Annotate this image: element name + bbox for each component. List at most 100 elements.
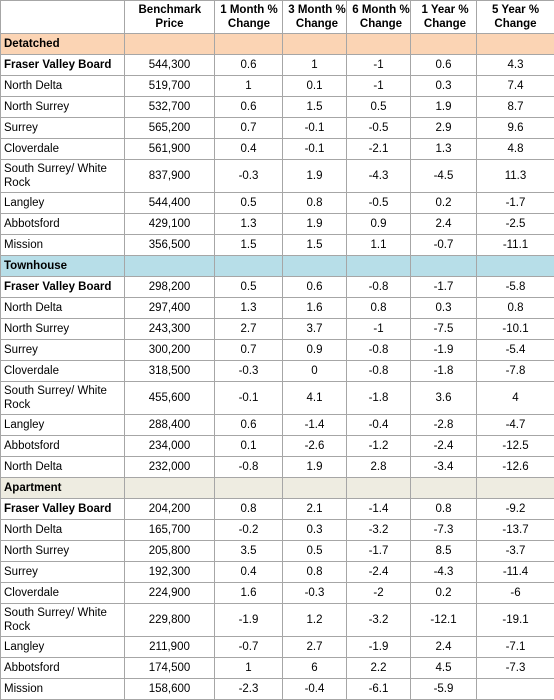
value-cell: 288,400 [124,414,215,436]
value-cell: 234,000 [124,435,215,457]
region-name: Surrey [0,339,125,361]
section-cell [214,255,283,277]
column-header-text: Benchmark Price [138,4,202,30]
value-cell: 0.8 [346,297,411,319]
region-name: Mission [0,234,125,256]
region-name: Langley [0,192,125,214]
value-cell: 519,700 [124,75,215,97]
column-header: 6 Month % Change [346,0,411,34]
section-cell [282,33,347,55]
region-name: Langley [0,636,125,658]
value-cell: 192,300 [124,561,215,583]
data-row: North Delta 297,400 1.3 1.6 0.8 0.3 0.8 [0,297,554,319]
value-cell: -2.1 [346,138,411,160]
value-cell: 837,900 [124,159,215,193]
value-cell: 2.2 [346,657,411,679]
value-cell: -6.1 [346,678,411,700]
value-cell: -0.3 [282,582,347,604]
value-cell: 0.9 [346,213,411,235]
value-cell: -1.9 [214,603,283,637]
data-row: North Delta 519,700 1 0.1 -1 0.3 7.4 [0,75,554,97]
value-cell: 1.6 [282,297,347,319]
value-cell: 4.8 [476,138,554,160]
data-row: Fraser Valley Board 204,200 0.8 2.1 -1.4 0.8-… [0,498,554,520]
value-cell: -1.9 [346,636,411,658]
value-cell: -0.7 [214,636,283,658]
section-cell [476,33,554,55]
value-cell: 11.3 [476,159,554,193]
data-row: Fraser Valley Board 544,300 0.6 1 -1 0.6 4.3 [0,54,554,76]
value-cell: 1.1 [346,234,411,256]
section-cell [410,33,477,55]
section-cell [346,477,411,499]
value-cell: -0.4 [346,414,411,436]
value-cell: -0.8 [346,339,411,361]
section-cell [476,477,554,499]
value-cell: 4.1 [282,381,347,415]
value-cell: 1.9 [282,159,347,193]
value-cell: -7.8 [476,360,554,382]
value-cell: 561,900 [124,138,215,160]
value-cell: 0.2 [410,192,477,214]
value-cell: 1.9 [282,456,347,478]
value-cell: 7.4 [476,75,554,97]
data-row: Cloverdale 224,900 1.6 -0.3 -2 0.2 -6 [0,582,554,604]
value-cell: -12.1 [410,603,477,637]
value-cell: -2.4 [346,561,411,583]
value-cell: 232,000 [124,456,215,478]
region-name: Langley [0,414,125,436]
value-cell: -7.5 [410,318,477,340]
region-name: North Delta [0,519,125,541]
value-cell: 544,300 [124,54,215,76]
value-cell: 174,500 [124,657,215,679]
value-cell: -2 [346,582,411,604]
region-name: Surrey [0,117,125,139]
value-cell: 205,800 [124,540,215,562]
value-cell: -4.3 [410,561,477,583]
section-cell [214,477,283,499]
value-cell: -4.7 [476,414,554,436]
data-row: Langley 544,400 0.5 0.8 -0.5 0.2 -1.7 [0,192,554,214]
section-row: Detatched [0,33,554,55]
value-cell: 0.1 [282,75,347,97]
value-cell: -0.7 [410,234,477,256]
value-cell: 2.7 [214,318,283,340]
value-cell: -12.5 [476,435,554,457]
value-cell: -6 [476,582,554,604]
value-cell: 0.8 [214,498,283,520]
value-cell: 300,200 [124,339,215,361]
region-name: North Delta [0,297,125,319]
value-cell: 0.6 [282,276,347,298]
section-cell [346,33,411,55]
region-name: Abbotsford [0,213,125,235]
value-cell: -5.8 [476,276,554,298]
value-cell: 3.5 [214,540,283,562]
region-name: North Surrey [0,96,125,118]
data-row: South Surrey/ White Rock 455,600 -0.1 4.1 -1… [0,381,554,415]
column-header [0,0,125,34]
value-cell: 1.6 [214,582,283,604]
region-name: Cloverdale [0,138,125,160]
value-cell: -0.5 [346,192,411,214]
value-cell: 1 [214,657,283,679]
data-row: Fraser Valley Board 298,200 0.5 0.6 -0.8 -1.7… [0,276,554,298]
value-cell: 158,600 [124,678,215,700]
value-cell: 1.2 [282,603,347,637]
value-cell: 0.7 [214,117,283,139]
value-cell: 0.6 [214,54,283,76]
value-cell: -1.7 [346,540,411,562]
data-row: Abbotsford 234,000 0.1 -2.6 -1.2 -2.4 -12.5 [0,435,554,457]
value-cell: 0.5 [282,540,347,562]
table-header: Benchmark Price 1 Month % Change 3 Month %… [0,0,554,34]
value-cell: 1.3 [410,138,477,160]
value-cell: -5.9 [410,678,477,700]
section-cell [214,33,283,55]
section-cell [282,255,347,277]
section-cell [346,255,411,277]
value-cell: 0.6 [214,414,283,436]
section-cell [476,255,554,277]
value-cell [476,678,554,700]
data-row: South Surrey/ White Rock 229,800 -1.9 1.2 -3… [0,603,554,637]
value-cell: 6 [282,657,347,679]
